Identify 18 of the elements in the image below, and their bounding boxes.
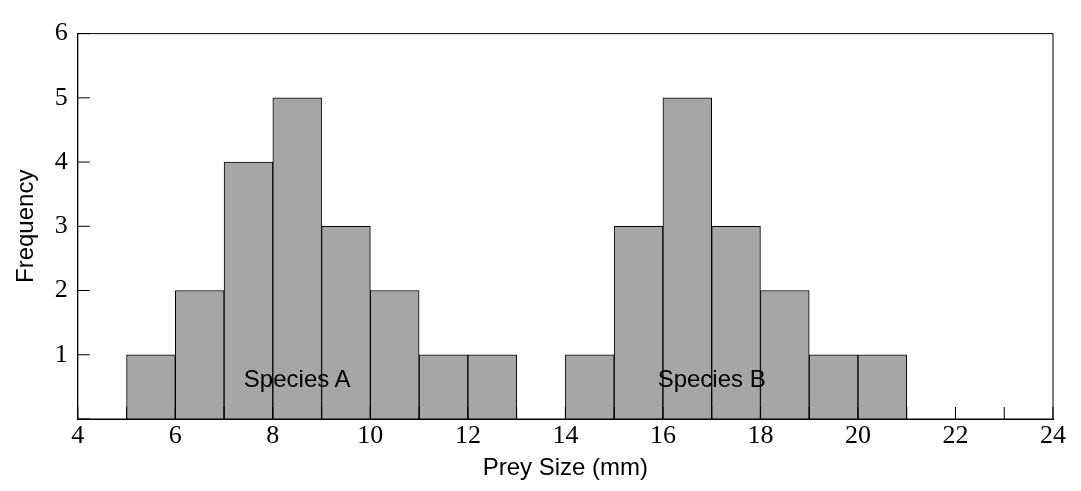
- y-tick-label: 6: [54, 17, 68, 47]
- y-tick-label: 3: [54, 210, 68, 240]
- y-axis-title: Frequency: [11, 169, 39, 283]
- y-tick-label: 5: [54, 81, 68, 111]
- x-tick-label: 6: [168, 420, 182, 450]
- x-tick-label: 10: [357, 420, 384, 450]
- y-tick-label: 4: [54, 145, 68, 175]
- x-tick-label: 14: [552, 420, 579, 450]
- x-tick-label: 20: [844, 420, 871, 450]
- y-tick-label: 2: [54, 274, 68, 304]
- x-tick-label: 8: [266, 420, 280, 450]
- x-tick-label: 12: [454, 420, 481, 450]
- x-axis-title: Prey Size (mm): [482, 453, 649, 481]
- x-tick-label: 22: [942, 420, 969, 450]
- y-tick-label: 1: [54, 338, 68, 368]
- x-tick-label: 16: [649, 420, 676, 450]
- x-tick-label: 18: [747, 420, 774, 450]
- x-tick-label: 24: [1040, 420, 1066, 450]
